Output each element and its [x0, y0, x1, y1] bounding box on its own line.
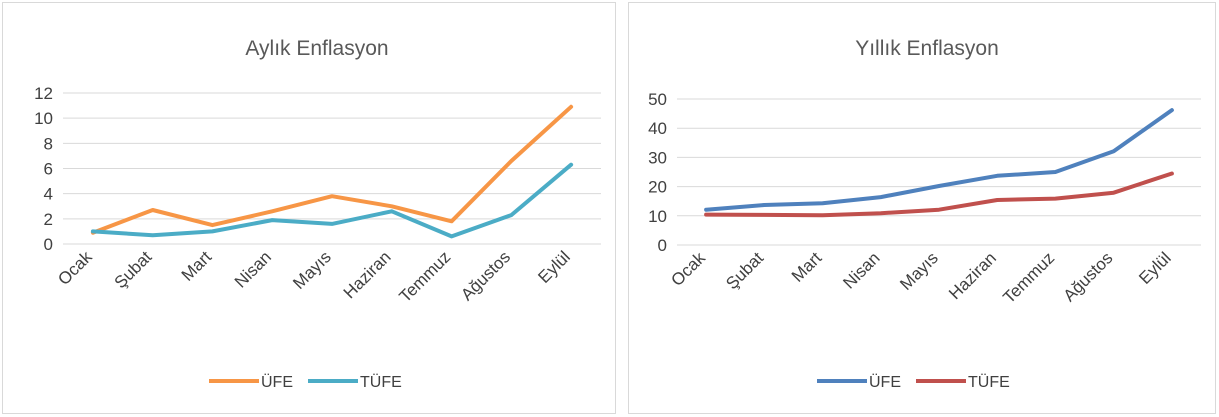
y-tick-label: 10 — [34, 109, 53, 128]
legend-label: TÜFE — [968, 373, 1010, 391]
y-tick-label: 0 — [44, 235, 53, 254]
x-tick-label: Ocak — [54, 247, 96, 289]
series-line-tufe — [704, 171, 1174, 218]
monthly-inflation-chart: Aylık Enflasyon 0 2 4 6 8 10 12 Ocak Şubat Mart Nis… — [2, 2, 616, 414]
x-tick-label: Mayıs — [289, 247, 334, 292]
y-tick-label: 50 — [648, 90, 667, 109]
annual-inflation-chart: Yıllık Enflasyon 0 10 20 30 40 50 Ocak Şubat Mart… — [628, 2, 1216, 414]
x-tick-label: Ağustos — [457, 247, 514, 304]
x-tick-label: Nisan — [231, 247, 275, 291]
y-tick-label: 12 — [34, 84, 53, 103]
series-line-ufe — [90, 104, 574, 235]
annual-inflation-svg: Yıllık Enflasyon 0 10 20 30 40 50 Ocak Şubat Mart… — [648, 37, 1201, 391]
y-tick-label: 8 — [44, 134, 53, 153]
x-tick-label: Mart — [788, 248, 826, 286]
y-tick-label: 20 — [648, 178, 667, 197]
chart-title: Yıllık Enflasyon — [855, 37, 999, 60]
series-line-ufe — [704, 108, 1174, 212]
series-line-tufe — [90, 162, 574, 239]
y-tick-label: 6 — [44, 160, 53, 179]
x-tick-label: Mart — [178, 247, 216, 285]
legend-label: ÜFE — [261, 373, 293, 391]
x-tick-label: Eylül — [534, 247, 573, 286]
x-tick-label: Temmuz — [396, 247, 455, 306]
legend-label: ÜFE — [869, 373, 901, 391]
y-tick-label: 10 — [648, 207, 667, 226]
x-tick-label: Ocak — [667, 248, 709, 290]
legend-label: TÜFE — [360, 373, 402, 391]
x-tick-label: Şubat — [722, 248, 767, 293]
x-tick-label: Haziran — [945, 248, 1000, 303]
y-tick-label: 0 — [658, 236, 667, 255]
monthly-inflation-svg: Aylık Enflasyon 0 2 4 6 8 10 12 Ocak Şubat Mart Nis… — [34, 37, 601, 391]
x-tick-label: Nisan — [839, 248, 883, 292]
chart-title: Aylık Enflasyon — [245, 37, 388, 60]
y-tick-label: 40 — [648, 119, 667, 138]
x-tick-label: Haziran — [340, 247, 395, 302]
x-tick-label: Mayıs — [896, 248, 941, 293]
x-tick-label: Eylül — [1135, 248, 1174, 287]
x-tick-label: Temmuz — [999, 248, 1058, 307]
y-tick-label: 30 — [648, 148, 667, 167]
x-tick-label: Ağustos — [1060, 248, 1117, 305]
y-tick-label: 4 — [44, 185, 53, 204]
x-tick-label: Şubat — [111, 247, 156, 292]
y-tick-label: 2 — [44, 210, 53, 229]
